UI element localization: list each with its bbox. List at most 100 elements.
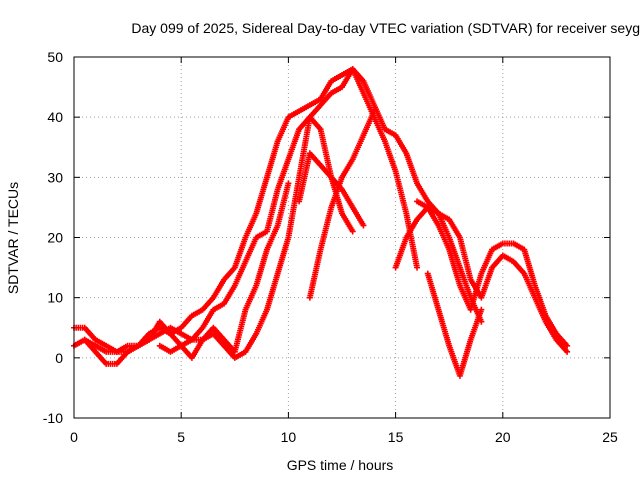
data-point-segment [263, 224, 280, 253]
data-point-segment [446, 234, 463, 269]
data-point-segment [274, 116, 291, 145]
data-point-segment [199, 296, 216, 313]
data-point-segment [360, 78, 377, 107]
data-point-segment [339, 186, 355, 209]
data-point-segment [242, 212, 259, 241]
data-point-segment [81, 324, 98, 342]
data-point-segment [478, 266, 495, 301]
data-point-segment [317, 79, 334, 103]
data-point-segment [167, 343, 183, 355]
data-point-segment [446, 246, 463, 287]
data-point-segment [285, 109, 301, 121]
data-point [414, 264, 421, 271]
data-point-segment [92, 342, 108, 354]
data-point-segment [467, 308, 484, 343]
y-axis-label: SDTVAR / TECUs [5, 182, 21, 294]
data-point-segment [435, 222, 452, 251]
data-point-segment [231, 349, 247, 361]
data-point-segment [521, 246, 538, 287]
data-point-segment [113, 350, 130, 367]
data-point-segment [403, 150, 420, 185]
data-point-segment [456, 264, 473, 299]
data-point-segment [478, 248, 495, 277]
grid-layer [74, 57, 610, 418]
data-point-segment [317, 126, 334, 179]
data-point-segment [231, 308, 248, 355]
data-point-segment [339, 210, 355, 233]
data-point-segment [178, 337, 194, 349]
data-point-segment [392, 132, 409, 155]
data-point-segment [467, 276, 484, 299]
data-point-segment [435, 306, 452, 347]
data-point-segment [221, 284, 237, 307]
data-point-segment [210, 330, 226, 348]
data-point-segment [167, 325, 183, 337]
data-point-segment [263, 272, 281, 313]
data-point-segment [349, 66, 366, 83]
data-point-segment [242, 332, 259, 355]
x-axis-label: GPS time / hours [287, 457, 394, 473]
data-point-segment [253, 176, 270, 217]
data-point-segment [521, 270, 538, 299]
series-track-5 [392, 204, 571, 349]
data-point [564, 342, 571, 349]
data-point-segment [113, 343, 129, 355]
data-point-segment [306, 97, 322, 109]
series-track-9 [306, 108, 378, 301]
data-point-segment [392, 236, 409, 271]
data-point-segment [414, 180, 430, 203]
data-point [285, 180, 292, 187]
data-point-segment [489, 254, 505, 271]
data-point-segment [188, 338, 205, 361]
data-point-segment [231, 260, 248, 289]
series-track-4 [156, 114, 356, 361]
data-point-segment [349, 204, 366, 227]
data-point-segment [306, 150, 323, 167]
x-tick-label: 15 [388, 429, 404, 445]
data-point-segment [510, 240, 526, 252]
data-point-segment [446, 216, 462, 239]
data-point-segment [253, 308, 270, 337]
data-point-segment [253, 248, 270, 289]
data-point-segment [424, 204, 440, 216]
data-point-segment [553, 330, 569, 348]
data-point-segment [328, 73, 344, 85]
data-point-segment [242, 284, 259, 313]
data-point-segment [531, 282, 548, 317]
data-point-segment [81, 336, 97, 348]
data-point [564, 348, 571, 355]
data-point-segment [221, 266, 237, 283]
data-point-segment [424, 270, 441, 311]
data-point-segment [339, 158, 355, 181]
data-point-segment [531, 294, 548, 323]
data-point-segment [199, 331, 215, 343]
data-point-segment [553, 336, 569, 354]
y-tick-label: 10 [47, 290, 63, 306]
series-track-7 [424, 270, 485, 379]
data-point-segment [285, 128, 302, 163]
data-point-segment [178, 314, 194, 331]
series-track-6 [414, 198, 571, 355]
x-tick-label: 0 [70, 429, 78, 445]
y-tick-label: 50 [47, 49, 63, 65]
data-point-segment [435, 210, 451, 222]
axis-ticks-layer: 0 5 10 15 20 25 -10 0 10 20 30 40 50 [43, 49, 618, 445]
data-point-segment [146, 325, 161, 337]
y-tick-label: 20 [47, 230, 63, 246]
chart-title: Day 099 of 2025, Sidereal Day-to-day VTE… [131, 20, 640, 36]
data-point-segment [188, 307, 204, 319]
data-point-segment [135, 332, 151, 349]
data-point-segment [403, 218, 419, 241]
data-point-segment [371, 102, 387, 131]
data-point-segment [92, 348, 108, 366]
x-tick-label: 25 [602, 429, 618, 445]
data-point-segment [156, 324, 172, 336]
data-point-segment [456, 234, 474, 281]
data-point-segment [92, 336, 108, 348]
data-point-segment [263, 140, 281, 181]
y-tick-label: 40 [47, 109, 63, 125]
data-point-segment [242, 236, 259, 265]
data-point-segment [317, 91, 333, 109]
series-track-3 [81, 66, 485, 355]
